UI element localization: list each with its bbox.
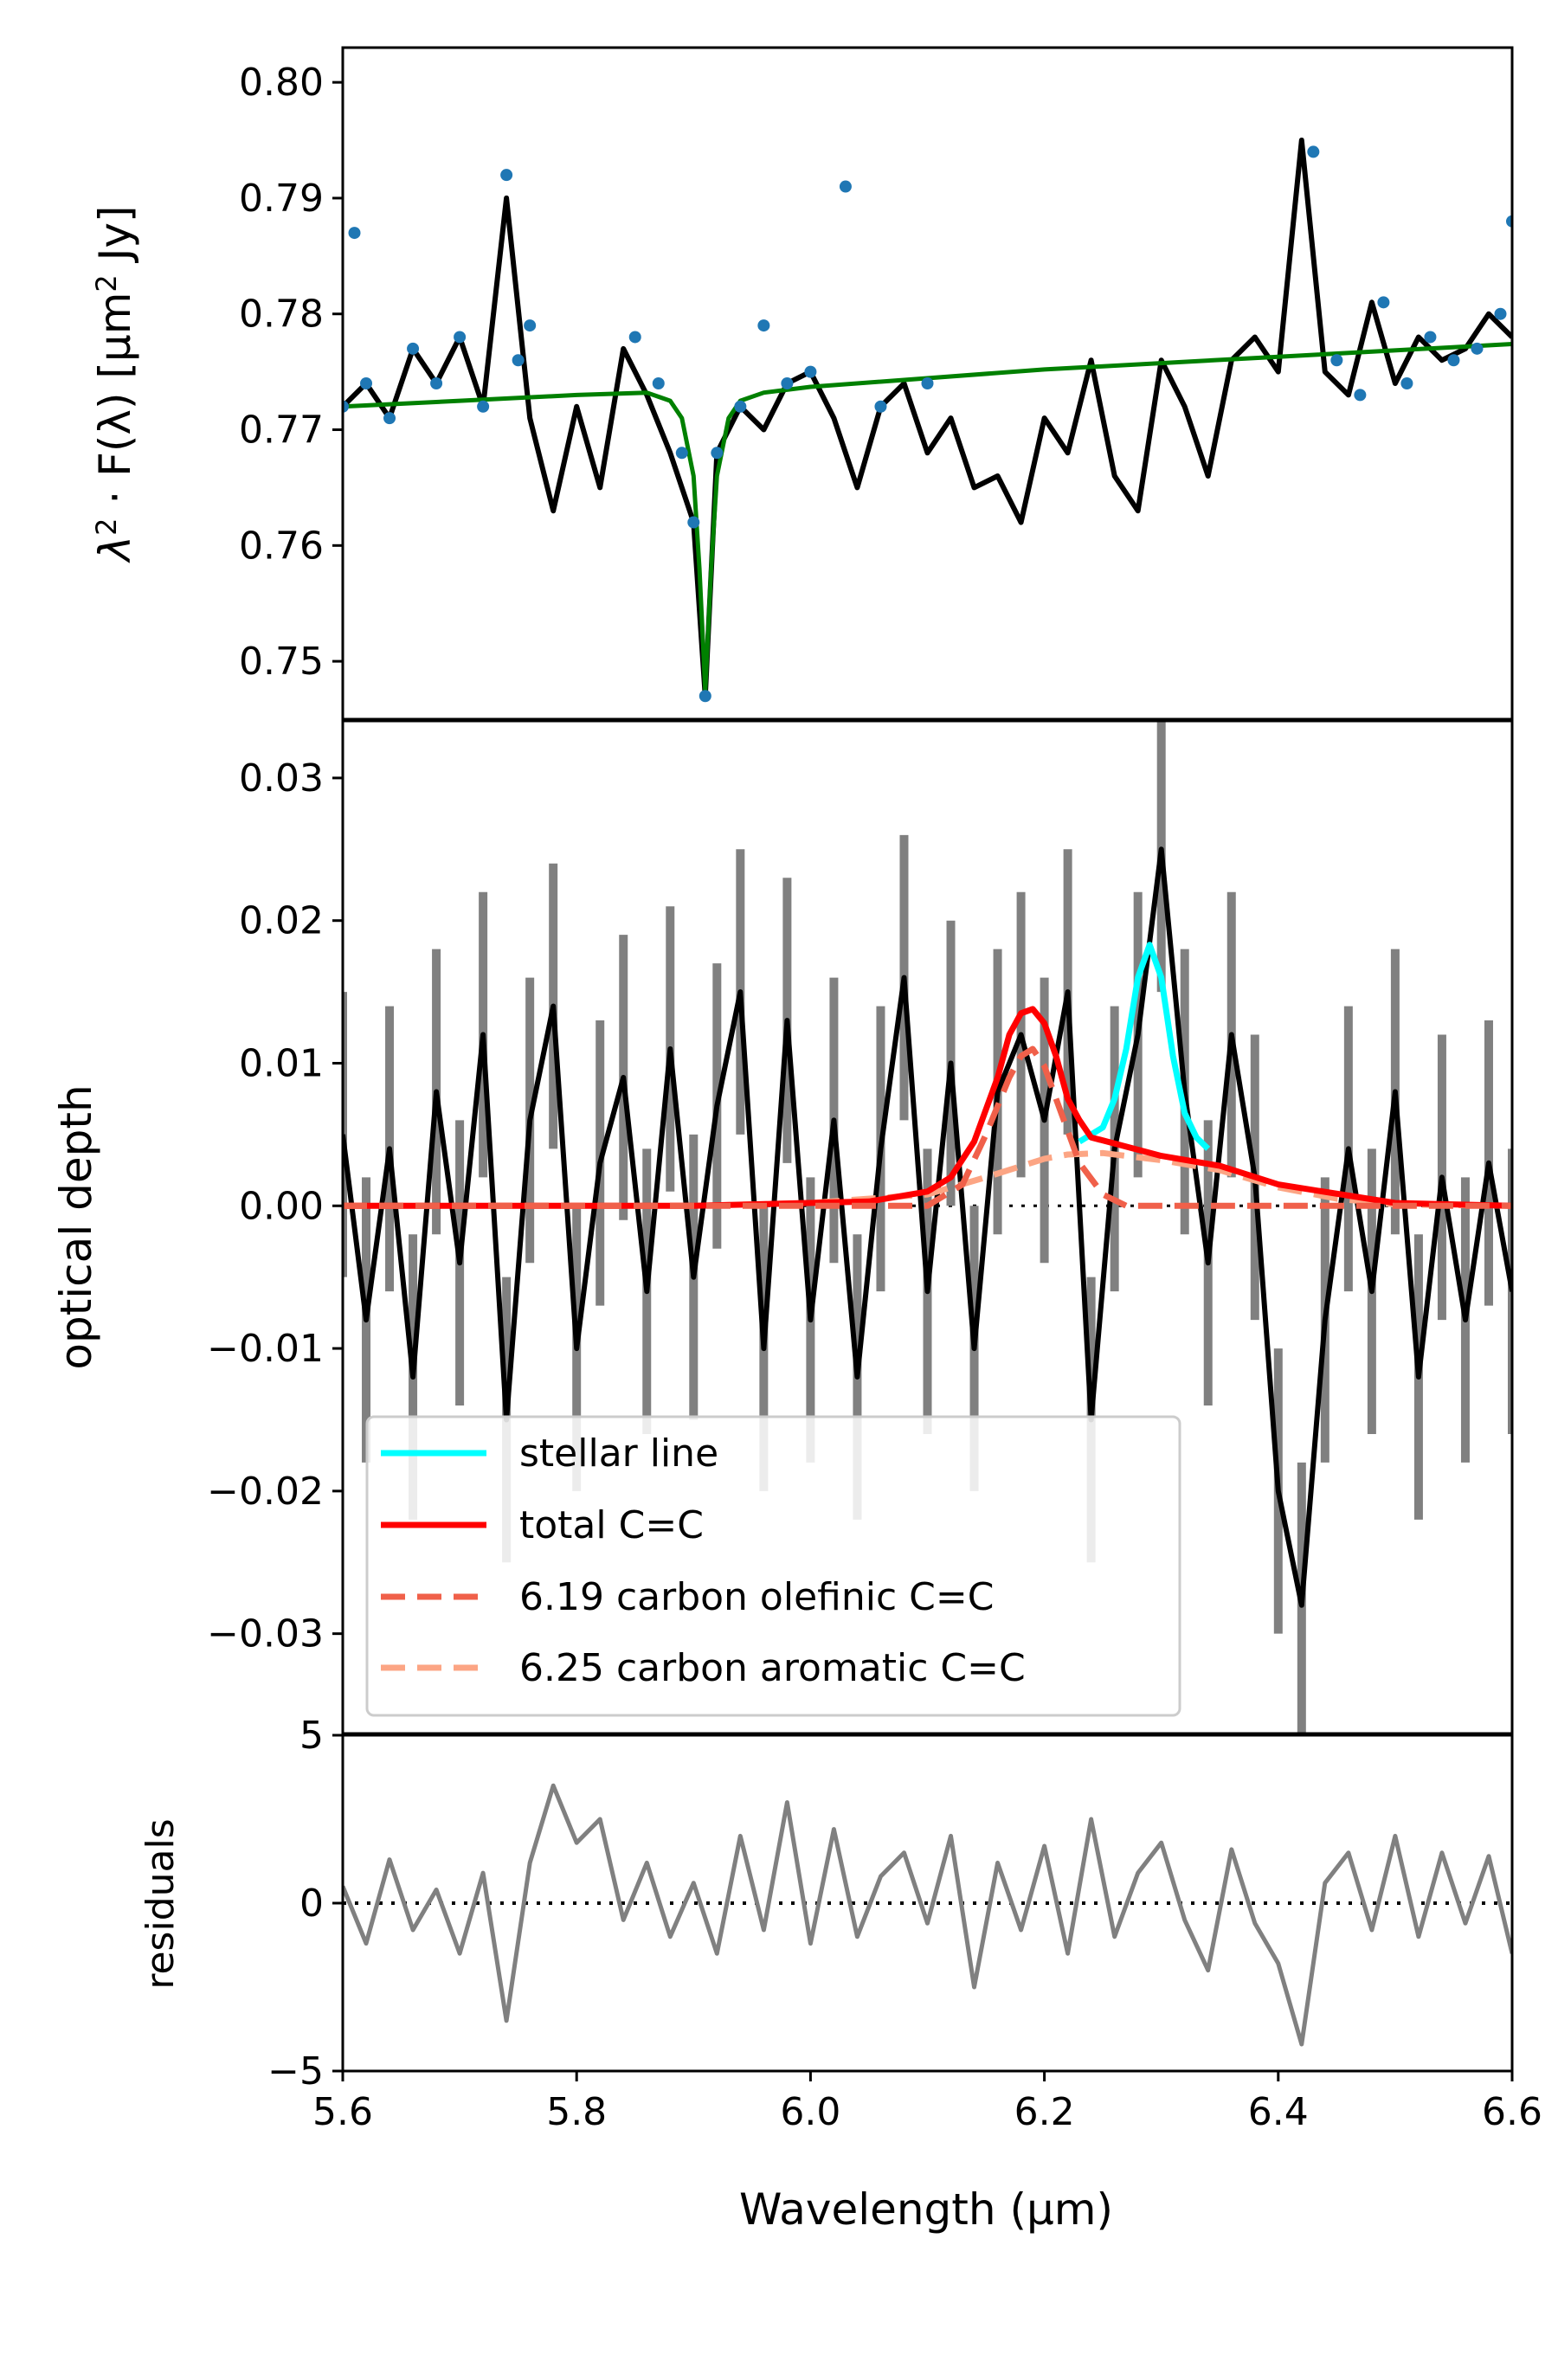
fit-point [699,690,711,703]
x-tick-label: 5.8 [546,2090,607,2134]
fit-point [757,319,770,332]
fit-point [781,377,794,389]
x-tick-label: 6.6 [1482,2090,1542,2134]
fit-point [652,377,665,389]
fit-point [348,227,361,240]
fit-point [1354,389,1367,402]
bottom-y-tick-label: 5 [299,1714,324,1758]
fit-point [383,412,396,425]
residuals-line [343,1783,1512,2047]
legend-entry-olefinic: 6.19 carbon olefinic C=C [381,1575,994,1619]
fit-point [1494,307,1507,320]
top-y-tick-label: 0.78 [239,293,324,337]
x-ticks: 5.6 5.8 6.0 6.2 6.4 6.6 [312,2071,1542,2134]
middle-y-tick-label: 0.00 [239,1184,324,1228]
bottom-panel: −5 0 5 5.6 5.8 6.0 6.2 6.4 6.6 residuals Wavele… [138,1714,1542,2235]
fit-point [430,377,443,389]
fit-point [343,400,349,413]
fit-point [1424,331,1437,344]
middle-y-tick-label: −0.02 [207,1470,324,1514]
x-tick-label: 6.2 [1014,2090,1075,2134]
fit-point [874,400,887,413]
top-y-ticks: 0.75 0.76 0.77 0.78 0.79 0.80 [239,61,343,684]
fit-point [454,331,467,344]
legend-label-total-cc: total C=C [519,1503,704,1547]
fit-point [1447,354,1460,367]
legend-label-aromatic: 6.25 carbon aromatic C=C [519,1646,1026,1690]
middle-plot-area [343,721,1512,1734]
x-tick-label: 6.4 [1248,2090,1309,2134]
legend: stellar line total C=C 6.19 carbon olefi… [365,1415,1181,1717]
x-axis-label: Wavelength (μm) [739,2184,1113,2235]
bottom-y-tick-label: −5 [267,2049,324,2094]
total-cc-curve [343,1006,1512,1209]
legend-box [365,1415,1181,1717]
bottom-y-tick-label: 0 [299,1881,324,1926]
legend-label-stellar-line: stellar line [519,1431,718,1476]
fit-point [1400,377,1413,389]
middle-panel: −0.03 −0.02 −0.01 0.00 0.01 0.02 0.03 optical … [51,719,1514,1735]
fit-point [407,342,420,355]
fit-point [628,331,641,344]
middle-y-tick-label: −0.03 [207,1612,324,1656]
middle-y-axis-label: optical depth [51,1084,101,1369]
fit-point [1330,354,1343,367]
middle-y-tick-label: 0.03 [239,756,324,801]
optical-depth-line [343,846,1512,1608]
fit-point [711,447,724,460]
fit-point [921,377,934,389]
stellar-line-curve [1078,942,1211,1151]
fit-point [477,400,490,413]
top-y-axis-label: λ2 · F(λ) [μm2 Jy] [90,205,140,563]
middle-y-ticks: −0.03 −0.02 −0.01 0.00 0.01 0.02 0.03 [207,756,343,1656]
fit-point [500,169,513,182]
legend-entry-stellar-line: stellar line [381,1431,718,1476]
fit-point [1377,296,1390,309]
bottom-plot-area [343,1783,1512,2047]
spectrum-line [343,138,1512,699]
top-y-tick-label: 0.76 [239,524,324,568]
middle-y-tick-label: −0.01 [207,1327,324,1371]
fit-point [804,365,817,378]
fit-point [1307,145,1320,158]
x-tick-label: 5.6 [312,2090,373,2134]
top-y-tick-label: 0.80 [239,61,324,105]
legend-entry-total-cc: total C=C [381,1503,704,1547]
top-y-tick-label: 0.77 [239,408,324,453]
fit-point [734,400,747,413]
bottom-y-axis-label: residuals [138,1818,183,1989]
middle-y-tick-label: 0.01 [239,1041,324,1085]
top-y-tick-label: 0.79 [239,177,324,221]
bottom-y-ticks: −5 0 5 [267,1714,343,2094]
fit-point [1506,215,1512,228]
fit-line [343,342,1512,693]
fit-point [524,319,537,332]
top-panel: 0.75 0.76 0.77 0.78 0.79 0.80 λ2 · F(λ) [μm2 … [90,46,1514,721]
fit-point [512,354,525,367]
legend-entry-aromatic: 6.25 carbon aromatic C=C [381,1646,1026,1690]
fit-point [687,516,700,529]
olefinic-curve [343,1045,1512,1209]
fit-point [1471,342,1484,355]
middle-axes-frame [341,719,1514,1735]
fit-point [360,377,373,389]
legend-label-olefinic: 6.19 carbon olefinic C=C [519,1575,994,1619]
middle-y-tick-label: 0.02 [239,899,324,943]
bottom-axes-frame [341,1734,1514,2073]
top-plot-area [343,138,1512,703]
top-axes-frame [341,46,1514,721]
top-y-tick-label: 0.75 [239,640,324,684]
x-tick-label: 6.0 [780,2090,840,2134]
fit-point [675,447,688,460]
fit-point [839,180,852,193]
